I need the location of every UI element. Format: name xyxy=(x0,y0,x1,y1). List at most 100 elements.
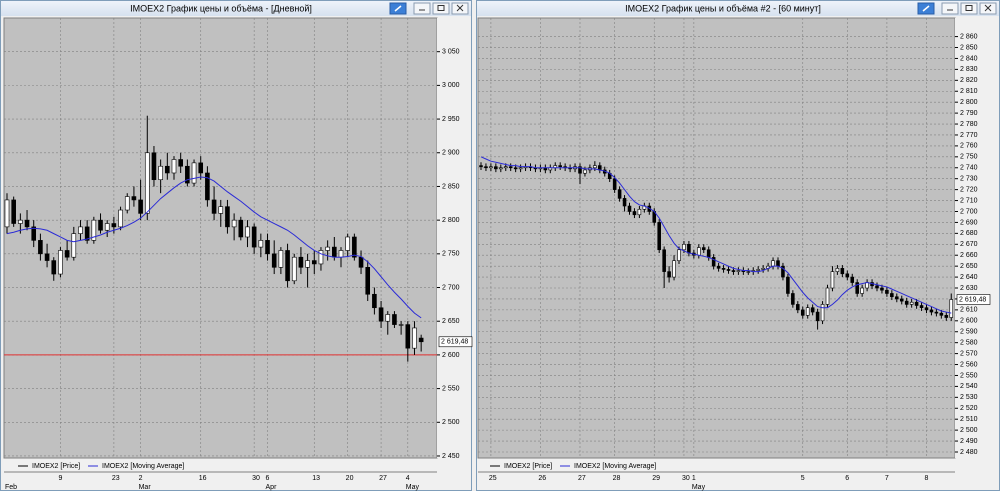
legend-label: IMOEX2 [Moving Average] xyxy=(574,463,656,470)
candle-body xyxy=(64,250,70,258)
y-tick-label: 2 640 xyxy=(960,274,978,281)
candle-body xyxy=(791,293,795,305)
candle-body xyxy=(746,271,751,273)
candle-body xyxy=(756,269,760,271)
candle-body xyxy=(919,305,924,308)
candle-body xyxy=(372,293,377,309)
candle-body xyxy=(895,296,899,300)
candle-body xyxy=(830,271,835,289)
window-title: IMOEX2 График цены и объёма #2 - [60 мин… xyxy=(625,3,821,13)
candle-body xyxy=(682,243,686,251)
y-tick-label: 2 650 xyxy=(960,263,978,270)
plot-layer xyxy=(479,156,954,330)
candle-body xyxy=(578,166,582,174)
candle-body xyxy=(238,219,244,238)
y-tick-label: 2 810 xyxy=(960,88,978,95)
candle-body xyxy=(706,249,711,258)
candle-body xyxy=(332,246,337,258)
candle-body xyxy=(657,222,661,251)
x-tick-label: 20 xyxy=(346,475,354,482)
candle-body xyxy=(265,240,270,255)
y-tick-label: 2 630 xyxy=(960,285,978,292)
candle-body xyxy=(198,162,204,174)
candle-body xyxy=(118,209,123,228)
candle-body xyxy=(711,257,716,267)
candle-body xyxy=(583,169,587,174)
candle-body xyxy=(24,219,30,228)
candle-body xyxy=(677,249,681,261)
candle-body xyxy=(721,268,726,270)
maximize-button[interactable] xyxy=(432,2,450,15)
y-tick-label: 2 710 xyxy=(960,197,978,204)
pin-icon xyxy=(394,5,402,12)
candle-body xyxy=(840,268,845,275)
x-tick-label: 16 xyxy=(199,475,207,482)
candle-body xyxy=(845,273,850,278)
y-tick-label: 2 770 xyxy=(960,132,978,139)
y-tick-label: 2 520 xyxy=(960,405,978,412)
candle-body xyxy=(185,165,190,184)
candle-body xyxy=(378,307,384,322)
candle-body xyxy=(593,165,597,169)
candle-body xyxy=(494,166,498,170)
x-tick-label: 1 xyxy=(692,475,696,482)
y-tick-label: 2 610 xyxy=(960,307,978,314)
maximize-icon xyxy=(965,5,973,11)
candle-body xyxy=(944,315,949,318)
candle-body xyxy=(385,314,391,322)
candle-body xyxy=(503,166,508,169)
y-tick-label: 2 750 xyxy=(960,154,978,161)
y-tick-label: 2 850 xyxy=(960,44,978,51)
candle-body xyxy=(513,167,518,170)
candle-body xyxy=(637,209,642,216)
x-tick-label: 13 xyxy=(312,475,320,482)
title-bar xyxy=(477,1,999,16)
x-tick-label: 8 xyxy=(925,475,929,482)
candle-body xyxy=(104,223,110,231)
maximize-button[interactable] xyxy=(960,2,978,15)
candle-body xyxy=(667,271,671,278)
y-tick-label: 2 750 xyxy=(442,251,460,258)
candle-body xyxy=(885,289,889,294)
maximize-icon xyxy=(437,5,445,11)
candle-body xyxy=(909,301,914,305)
minimize-button[interactable] xyxy=(941,2,959,15)
candle-body xyxy=(298,256,304,268)
legend-label: IMOEX2 [Price] xyxy=(32,463,80,470)
candle-body xyxy=(479,165,483,167)
candle-body xyxy=(412,327,417,349)
x-tick-label: 30 xyxy=(252,475,260,482)
candle-body xyxy=(726,269,731,271)
candle-body xyxy=(662,249,666,272)
y-tick-label: 2 480 xyxy=(960,449,978,456)
candle-body xyxy=(91,219,97,241)
x-tick-label: 6 xyxy=(266,475,270,482)
candle-body xyxy=(518,167,523,170)
last-price-box xyxy=(438,336,473,348)
candle-body xyxy=(111,223,117,228)
candle-body xyxy=(225,206,230,228)
candle-body xyxy=(820,304,825,322)
chart-window: IMOEX2 График цены и объёма #2 - [60 мин… xyxy=(476,0,1000,491)
plot-area xyxy=(3,17,438,459)
candle-body xyxy=(251,226,257,248)
candle-body xyxy=(18,219,23,224)
candle-body xyxy=(418,337,424,343)
y-tick-label: 2 600 xyxy=(442,352,460,359)
candle-body xyxy=(890,293,894,298)
y-tick-label: 2 740 xyxy=(960,165,978,172)
candle-body xyxy=(672,260,676,278)
y-tick-label: 2 670 xyxy=(960,241,978,248)
candle-body xyxy=(291,256,297,282)
candle-body xyxy=(929,309,934,313)
candle-body xyxy=(701,247,706,251)
y-tick-label: 2 860 xyxy=(960,33,978,40)
candle-body xyxy=(365,267,371,295)
candle-body xyxy=(761,268,765,270)
y-tick-label: 2 680 xyxy=(960,230,978,237)
legend-label: IMOEX2 [Price] xyxy=(504,463,552,470)
minimize-button[interactable] xyxy=(413,2,431,15)
title-bar xyxy=(1,1,471,16)
candle-body xyxy=(345,236,350,251)
